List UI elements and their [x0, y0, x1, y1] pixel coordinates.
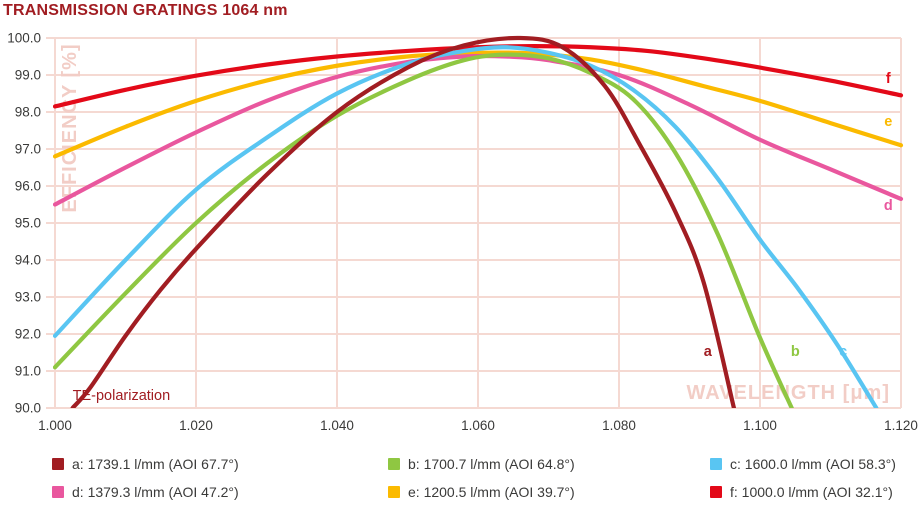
curve-label-b: b — [791, 344, 800, 360]
legend-item-f: f: 1000.0 l/mm (AOI 32.1°) — [658, 484, 921, 500]
y-tick-label: 94.0 — [15, 253, 41, 268]
efficiency-chart: EFFICIENCY [%] WAVELENGTH [μm] TE-polariza… — [7, 31, 918, 434]
legend-swatch-d — [52, 486, 64, 498]
page-title: TRANSMISSION GRATINGS 1064 nm — [3, 2, 288, 19]
x-tick-label: 1.120 — [884, 418, 918, 433]
legend-item-a: a: 1739.1 l/mm (AOI 67.7°) — [0, 456, 336, 472]
legend-item-e: e: 1200.5 l/mm (AOI 39.7°) — [336, 484, 658, 500]
curve-label-f: f — [886, 71, 891, 87]
y-tick-label: 90.0 — [15, 401, 41, 416]
y-tick-label: 95.0 — [15, 216, 41, 231]
curve-label-d: d — [884, 198, 893, 214]
y-tick-label: 98.0 — [15, 105, 41, 120]
legend-label-c: c: 1600.0 l/mm (AOI 58.3°) — [730, 456, 896, 472]
legend-swatch-c — [710, 458, 722, 470]
x-tick-label: 1.060 — [461, 418, 495, 433]
curve-c — [53, 45, 879, 408]
y-tick-label: 96.0 — [15, 179, 41, 194]
y-tick-label: 97.0 — [15, 142, 41, 157]
y-tick-label: 100.0 — [7, 31, 41, 46]
curve-e — [53, 50, 904, 159]
x-tick-label: 1.100 — [743, 418, 777, 433]
legend-label-e: e: 1200.5 l/mm (AOI 39.7°) — [408, 484, 575, 500]
curve-a — [70, 35, 737, 408]
y-tick-label: 99.0 — [15, 68, 41, 83]
chart-legend: a: 1739.1 l/mm (AOI 67.7°) b: 1700.7 l/m… — [0, 450, 921, 506]
legend-swatch-e — [388, 486, 400, 498]
tick-labels: 90.0 91.0 92.0 93.0 94.0 95.0 96.0 97.0 98.0 99.0… — [7, 31, 918, 434]
x-tick-label: 1.080 — [602, 418, 636, 433]
x-tick-label: 1.020 — [179, 418, 213, 433]
x-tick-label: 1.040 — [320, 418, 354, 433]
y-tick-label: 91.0 — [15, 364, 41, 379]
legend-item-b: b: 1700.7 l/mm (AOI 64.8°) — [336, 456, 658, 472]
legend-label-a: a: 1739.1 l/mm (AOI 67.7°) — [72, 456, 239, 472]
series-curves — [53, 35, 904, 408]
curve-label-e: e — [884, 114, 892, 130]
legend-item-c: c: 1600.0 l/mm (AOI 58.3°) — [658, 456, 921, 472]
x-tick-label: 1.000 — [38, 418, 72, 433]
curve-label-c: c — [839, 344, 847, 360]
x-axis-label: WAVELENGTH [μm] — [686, 382, 890, 404]
legend-label-f: f: 1000.0 l/mm (AOI 32.1°) — [730, 484, 893, 500]
legend-label-d: d: 1379.3 l/mm (AOI 47.2°) — [72, 484, 239, 500]
legend-label-b: b: 1700.7 l/mm (AOI 64.8°) — [408, 456, 575, 472]
legend-swatch-b — [388, 458, 400, 470]
curve-b — [53, 52, 794, 408]
legend-swatch-a — [52, 458, 64, 470]
y-tick-label: 93.0 — [15, 290, 41, 305]
gridlines — [46, 37, 902, 409]
axis-watermarks: EFFICIENCY [%] WAVELENGTH [μm] — [59, 43, 890, 404]
curve-label-a: a — [704, 344, 713, 360]
legend-swatch-f — [710, 486, 722, 498]
chart-svg: EFFICIENCY [%] WAVELENGTH [μm] TE-polariza… — [7, 31, 918, 434]
legend-item-d: d: 1379.3 l/mm (AOI 47.2°) — [0, 484, 336, 500]
annotation-te-polarization: TE-polarization — [73, 388, 171, 404]
y-axis-label: EFFICIENCY [%] — [59, 43, 81, 212]
y-tick-label: 92.0 — [15, 327, 41, 342]
